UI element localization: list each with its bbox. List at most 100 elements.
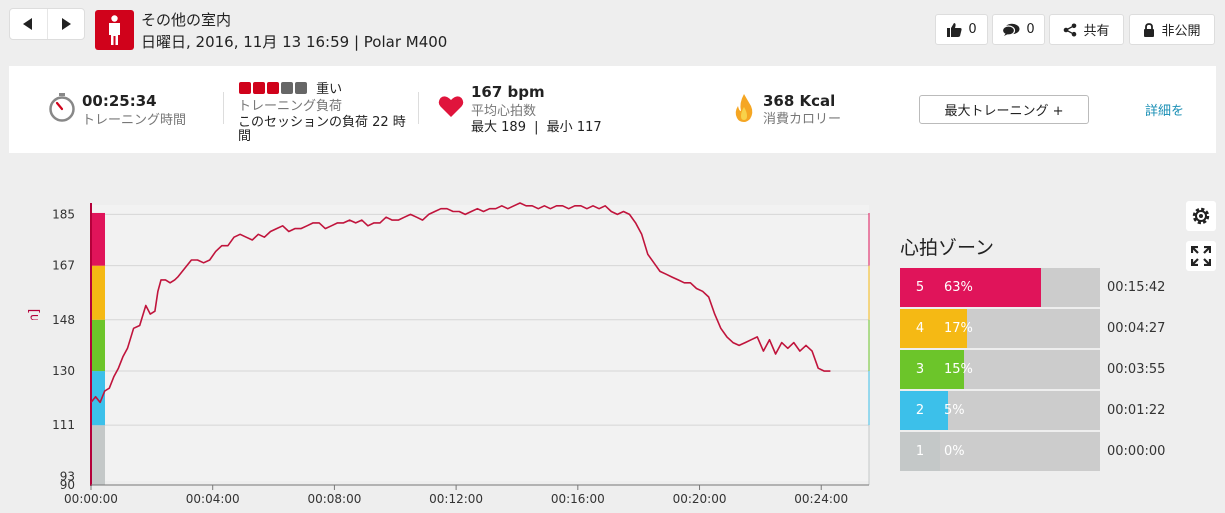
thumbs-up-icon xyxy=(947,23,962,37)
gear-icon xyxy=(1192,207,1210,225)
comment-button[interactable]: 0 xyxy=(992,14,1045,45)
lock-icon xyxy=(1144,22,1155,37)
privacy-label: 非公開 xyxy=(1161,24,1201,39)
comment-count: 0 xyxy=(1026,22,1035,37)
zone-time: 00:15:42 xyxy=(1107,280,1166,295)
zone-row: 2 5% xyxy=(900,391,1100,430)
x-tick-label: 00:08:00 xyxy=(307,492,361,506)
heart-rate-line xyxy=(90,202,831,404)
zone-fill-bar xyxy=(940,309,968,348)
flame-icon xyxy=(735,94,753,122)
zone-number: 4 xyxy=(900,309,940,348)
zone-time: 00:04:27 xyxy=(1107,321,1166,336)
duration-value: 00:25:34 xyxy=(82,92,157,110)
privacy-button[interactable]: 非公開 xyxy=(1129,14,1215,45)
summary-panel: 00:25:34 トレーニング時間 重い トレーニング負荷 このセッションの負荷… xyxy=(9,66,1216,153)
load-level: 重い xyxy=(316,82,343,97)
share-button[interactable]: 共有 xyxy=(1049,14,1124,45)
arrow-right-icon xyxy=(61,18,71,30)
share-label: 共有 xyxy=(1083,24,1110,39)
zone-number: 3 xyxy=(900,350,940,389)
stopwatch-icon xyxy=(49,93,75,122)
comment-icon xyxy=(1002,23,1020,36)
y-tick-label: 130 xyxy=(52,364,75,378)
y-tick-label: 111 xyxy=(52,418,75,432)
load-desc-cont: 間 xyxy=(238,129,252,144)
zone-time: 00:01:22 xyxy=(1107,403,1166,418)
zone-percent: 17% xyxy=(944,321,973,336)
zone-fill-bar xyxy=(940,268,1041,307)
zone-row: 1 0% xyxy=(900,432,1100,471)
load-label: トレーニング負荷 xyxy=(238,99,343,114)
zone-fill-bar xyxy=(940,391,948,430)
arrow-left-icon xyxy=(23,18,33,30)
grid xyxy=(91,213,869,426)
avg-hr-value: 167 bpm xyxy=(471,83,545,101)
zone-percent: 15% xyxy=(944,362,973,377)
divider xyxy=(223,92,224,124)
zone-band xyxy=(91,212,105,266)
load-square xyxy=(239,81,251,94)
zone-fill-bar xyxy=(940,350,964,389)
zone-number: 5 xyxy=(900,268,940,307)
zone-percent: 0% xyxy=(944,444,965,459)
hr-range: 最大 189 | 最小 117 xyxy=(471,120,602,135)
max-hr: 189 xyxy=(501,120,526,135)
x-tick-label: 00:00:00 xyxy=(64,492,118,506)
zone-row: 5 63% xyxy=(900,268,1100,307)
max-label: 最大 xyxy=(471,120,498,135)
zones-title: 心拍ゾーン xyxy=(900,237,995,259)
zone-row: 4 17% xyxy=(900,309,1100,348)
zone-band xyxy=(91,371,105,426)
sport-icon xyxy=(95,10,134,50)
duration-label: トレーニング時間 xyxy=(82,113,187,128)
heart-icon xyxy=(438,96,464,117)
zone-number: 2 xyxy=(900,391,940,430)
zone-band xyxy=(91,319,105,372)
x-tick-label: 00:12:00 xyxy=(429,492,483,506)
sport-name: その他の室内 xyxy=(141,11,232,29)
x-ticks: 00:00:00 00:04:00 00:08:00 00:12:00 00:16:00… xyxy=(64,485,848,506)
divider xyxy=(418,92,419,124)
next-button[interactable] xyxy=(46,9,85,39)
y-tick-label: 167 xyxy=(52,259,75,273)
zone-band xyxy=(91,425,105,485)
session-info: 日曜日, 2016, 11月 13 16:59 | Polar M400 xyxy=(141,33,448,51)
previous-button[interactable] xyxy=(10,9,47,39)
load-square xyxy=(267,81,279,94)
x-tick-label: 00:04:00 xyxy=(186,492,240,506)
min-hr: 117 xyxy=(576,120,602,135)
x-tick-label: 00:16:00 xyxy=(551,492,605,506)
zone-percent: 63% xyxy=(944,280,973,295)
y-tick-label: 90 xyxy=(60,478,75,492)
zone-row: 3 15% xyxy=(900,350,1100,389)
y-tick-label: 148 xyxy=(52,313,75,327)
details-link[interactable]: 詳細を xyxy=(1145,104,1185,119)
max-training-button[interactable]: 最大トレーニング + xyxy=(919,95,1089,124)
load-desc: このセッションの負荷 22 時 xyxy=(238,115,406,130)
person-icon xyxy=(109,15,120,45)
x-tick-label: 00:24:00 xyxy=(794,492,848,506)
settings-button[interactable] xyxy=(1186,201,1216,231)
zone-band xyxy=(91,265,105,320)
load-square xyxy=(281,81,293,94)
load-indicator: 重い xyxy=(239,77,342,97)
avg-hr-label: 平均心拍数 xyxy=(471,104,537,119)
min-label: 最小 xyxy=(546,120,573,135)
zone-number: 1 xyxy=(900,432,940,471)
fullscreen-button[interactable] xyxy=(1186,241,1216,271)
y-tick-label: 93 xyxy=(60,469,75,483)
calories-value: 368 Kcal xyxy=(763,92,836,110)
x-tick-label: 00:20:00 xyxy=(673,492,727,506)
zone-percent: 5% xyxy=(944,403,965,418)
zone-time: 00:03:55 xyxy=(1107,362,1166,377)
y-tick-label: 185 xyxy=(52,207,75,221)
load-square xyxy=(295,81,307,94)
load-square xyxy=(253,81,265,94)
y-axis-label: 心拍数 [bpm] xyxy=(27,309,42,320)
like-button[interactable]: 0 xyxy=(935,14,988,45)
share-icon xyxy=(1064,23,1077,36)
calories-label: 消費カロリー xyxy=(763,112,842,127)
zone-time: 00:00:00 xyxy=(1107,444,1166,459)
